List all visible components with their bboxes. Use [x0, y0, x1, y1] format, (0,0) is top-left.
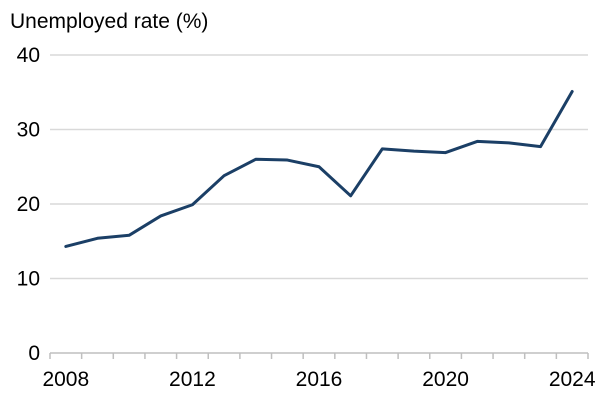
y-axis-ticks: 0 10 20 30 40: [17, 44, 40, 365]
y-axis-title: Unemployed rate (%): [10, 10, 208, 33]
y-tick-label-40: 40: [17, 44, 40, 67]
series-layer: [64, 90, 574, 248]
y-tick-label-10: 10: [17, 268, 40, 291]
x-axis: [49, 352, 589, 359]
x-tick-label-2012: 2012: [169, 368, 216, 391]
series-line-0: [64, 90, 574, 248]
x-tick-label-2016: 2016: [296, 368, 343, 391]
y-tick-label-20: 20: [17, 193, 40, 216]
y-tick-label-0: 0: [28, 342, 40, 365]
x-tick-label-2008: 2008: [42, 368, 89, 391]
x-axis-ticks: 2008 2012 2016 2020 2024: [42, 368, 595, 391]
x-tick-label-2024: 2024: [549, 368, 596, 391]
y-tick-label-30: 30: [17, 119, 40, 142]
x-tick-label-2020: 2020: [422, 368, 469, 391]
gridlines: [50, 54, 588, 280]
